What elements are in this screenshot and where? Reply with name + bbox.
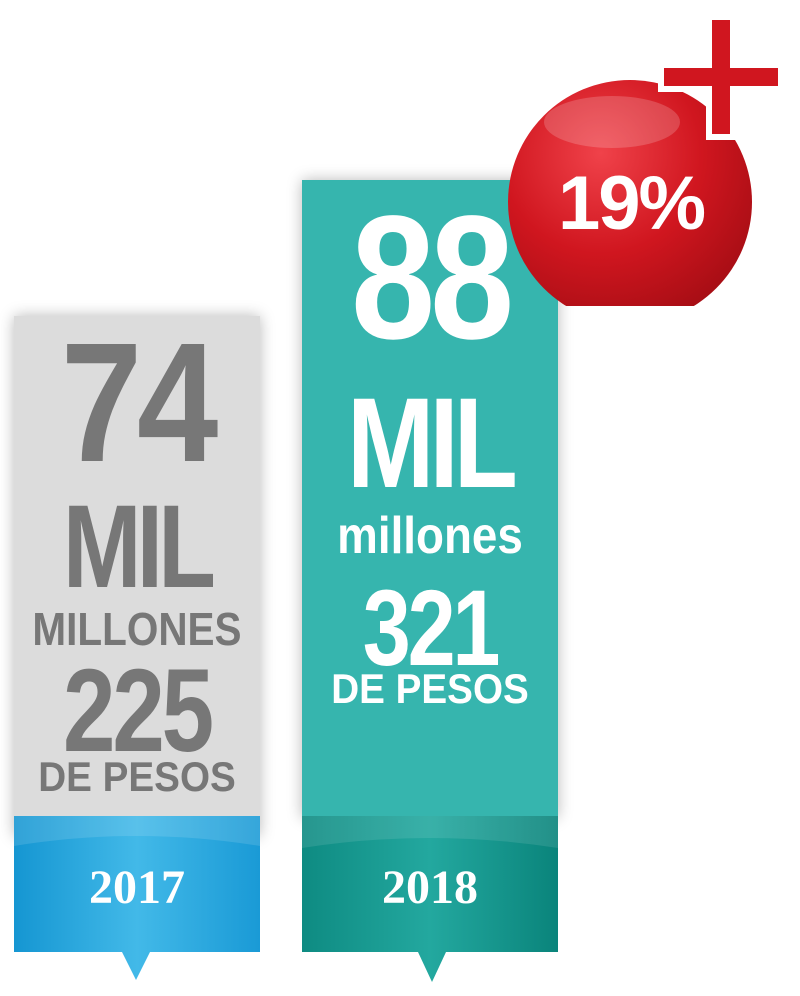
amount-remainder-2018: 321 bbox=[362, 567, 501, 688]
year-band-2017: 2017 bbox=[14, 816, 260, 980]
year-label-2018: 2018 bbox=[382, 861, 478, 914]
panel-2018 bbox=[302, 180, 558, 818]
amount-number-2017: 74 bbox=[60, 308, 218, 498]
amount-remainder-2017: 225 bbox=[63, 645, 214, 777]
growth-percentage: 19% bbox=[557, 161, 706, 246]
growth-badge: 19% bbox=[500, 10, 796, 306]
amount-number-2018: 88 bbox=[350, 180, 514, 376]
amount-mil-2018: MIL bbox=[347, 372, 518, 515]
amount-unit-2017: DE PESOS bbox=[38, 753, 236, 800]
amount-unit-2018: DE PESOS bbox=[331, 665, 529, 712]
amount-mil-2017: MIL bbox=[62, 481, 216, 613]
year-label-2017: 2017 bbox=[89, 861, 185, 914]
amount-millones-2018: millones bbox=[337, 507, 523, 565]
amount-millones-2017: MILLONES bbox=[32, 603, 242, 655]
year-band-2018: 2018 bbox=[302, 816, 558, 982]
plus-icon bbox=[658, 14, 784, 140]
panel-2017 bbox=[14, 316, 260, 836]
